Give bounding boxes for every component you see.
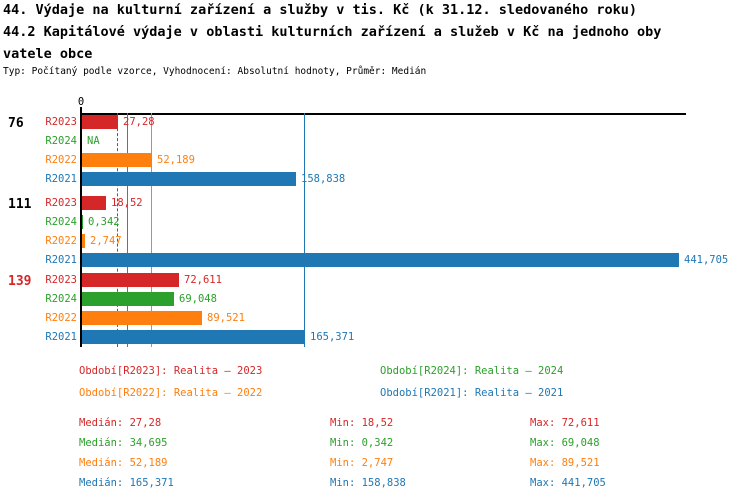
group-label: 111 [8, 197, 32, 212]
stat-min-r2022: Min: 2,747 [330, 457, 394, 469]
bar-series-label: R2021 [45, 331, 77, 343]
bar-value-label: 27,28 [123, 116, 155, 128]
bar-series-label: R2024 [45, 293, 77, 305]
stat-min-r2024: Min: 0,342 [330, 437, 394, 449]
group-label: 76 [8, 116, 24, 131]
bar-series-label: R2024 [45, 135, 77, 147]
bar-value-label: NA [87, 135, 100, 147]
bar-r2023 [82, 115, 118, 129]
page-title: 44. Výdaje na kulturní zařízení a služby… [3, 2, 637, 18]
bar-value-label: 441,705 [684, 254, 729, 266]
stat-median-r2022: Medián: 52,189 [79, 457, 168, 469]
bar-value-label: 0,342 [88, 216, 120, 228]
stat-max-r2023: Max: 72,611 [530, 417, 600, 429]
bar-value-label: 165,371 [310, 331, 355, 343]
bar-r2022 [82, 234, 85, 248]
bar-series-label: R2024 [45, 216, 77, 228]
bar-value-label: 18,52 [111, 197, 143, 209]
bar-series-label: R2022 [45, 235, 77, 247]
bar-r2021 [82, 330, 305, 344]
stat-max-r2021: Max: 441,705 [530, 477, 606, 489]
bar-r2022 [82, 311, 202, 325]
bar-r2024 [82, 292, 174, 306]
bar-value-label: 158,838 [301, 173, 346, 185]
legend-item-r2022: Období[R2022]: Realita – 2022 [79, 387, 263, 399]
page-subtitle-line2: vatele obce [3, 46, 93, 62]
stat-median-r2023: Medián: 27,28 [79, 417, 162, 429]
stat-median-r2024: Medián: 34,695 [79, 437, 168, 449]
bar-series-label: R2021 [45, 254, 77, 266]
bar-r2021 [82, 253, 679, 267]
bar-series-label: R2021 [45, 173, 77, 185]
median-line-r2024 [127, 113, 128, 347]
bar-value-label: 89,521 [207, 312, 245, 324]
stat-median-r2021: Medián: 165,371 [79, 477, 174, 489]
median-line-r2021 [304, 113, 305, 347]
stat-max-r2024: Max: 69,048 [530, 437, 600, 449]
bar-value-label: 2,747 [90, 235, 122, 247]
legend-item-r2023: Období[R2023]: Realita – 2023 [79, 365, 263, 377]
x-axis-line [80, 113, 686, 115]
axis-origin-label: 0 [77, 96, 85, 108]
y-axis-line [80, 107, 82, 347]
legend-item-r2021: Období[R2021]: Realita – 2021 [380, 387, 564, 399]
bar-series-label: R2023 [45, 116, 77, 128]
indicator-meta: Typ: Počítaný podle vzorce, Vyhodnocení:… [3, 66, 427, 77]
bar-r2023 [82, 273, 179, 287]
stat-min-r2021: Min: 158,838 [330, 477, 406, 489]
bar-series-label: R2023 [45, 197, 77, 209]
stat-max-r2022: Max: 89,521 [530, 457, 600, 469]
bar-value-label: 69,048 [179, 293, 217, 305]
bar-series-label: R2023 [45, 274, 77, 286]
bar-value-label: 72,611 [184, 274, 222, 286]
stat-min-r2023: Min: 18,52 [330, 417, 394, 429]
bar-r2022 [82, 153, 152, 167]
bar-r2023 [82, 196, 106, 210]
median-line-r2023 [117, 113, 118, 347]
bar-series-label: R2022 [45, 154, 77, 166]
page-subtitle-line1: 44.2 Kapitálové výdaje v oblasti kulturn… [3, 24, 662, 40]
median-line-r2022 [151, 113, 152, 347]
bar-value-label: 52,189 [157, 154, 195, 166]
bar-series-label: R2022 [45, 312, 77, 324]
bar-r2024 [82, 215, 83, 229]
legend-item-r2024: Období[R2024]: Realita – 2024 [380, 365, 564, 377]
bar-r2021 [82, 172, 296, 186]
group-label: 139 [8, 274, 32, 289]
